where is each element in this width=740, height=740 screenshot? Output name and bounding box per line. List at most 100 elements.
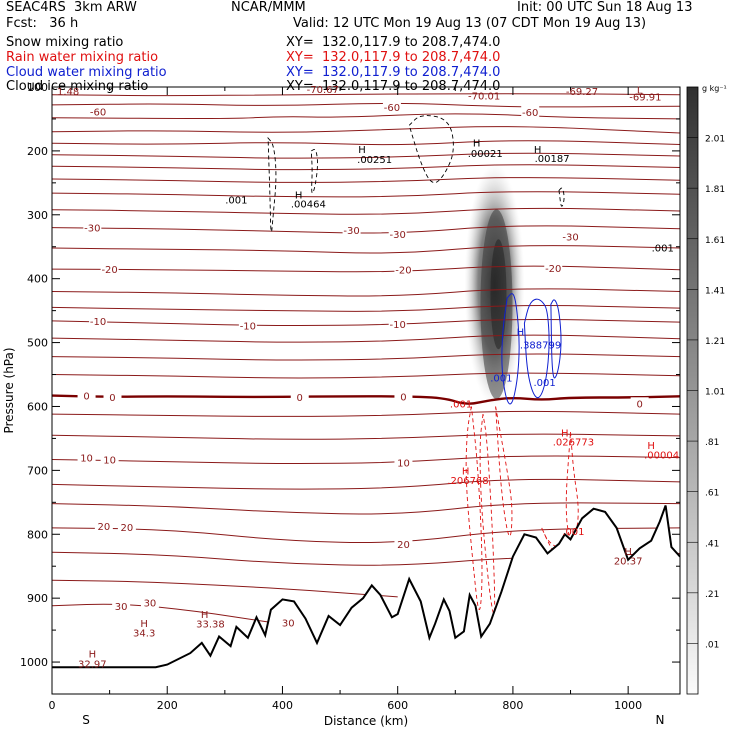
isotherm-label: 10 xyxy=(103,456,116,467)
temperature-extremum-label: H xyxy=(89,650,97,661)
isotherm-line xyxy=(52,502,680,515)
isotherm-label-bg xyxy=(630,397,649,409)
isotherm-label: 20 xyxy=(97,522,110,533)
isotherm-label-bg xyxy=(394,456,413,468)
isotherm-line xyxy=(52,225,680,234)
temperature-extremum-label: L xyxy=(637,86,643,97)
colorbar-level-label: 1.21 xyxy=(705,337,725,347)
isotherm-label: -30 xyxy=(84,224,100,235)
colorbar-level-label: 2.01 xyxy=(705,135,725,145)
init-time: Init: 00 UTC Sun 18 Aug 13 xyxy=(517,0,693,15)
isotherm-label-bg xyxy=(238,319,257,331)
isotherm-line xyxy=(52,140,680,146)
isotherm-line xyxy=(52,102,680,108)
terrain-fill xyxy=(52,505,680,694)
isotherm-label: 0 xyxy=(297,393,303,404)
snow-marker-label: .001 xyxy=(652,243,674,254)
valid-time: Valid: 12 UTC Mon 19 Aug 13 (07 CDT Mon … xyxy=(293,16,647,31)
x-tick-label: 800 xyxy=(502,699,523,712)
isotherm-label: -30 xyxy=(343,226,359,237)
temperature-extremum-label: -70.67 xyxy=(307,85,339,96)
isotherm-line xyxy=(52,319,680,327)
isotherm-line xyxy=(52,433,680,440)
isotherm-line xyxy=(52,372,680,379)
colorbar-level-label: 1.81 xyxy=(705,185,725,195)
isotherm-label: -60 xyxy=(522,108,538,119)
isotherm-label-bg xyxy=(140,596,159,608)
snow-contour xyxy=(267,136,277,233)
y-tick-label: 500 xyxy=(27,337,48,350)
isotherm-label: 0 xyxy=(83,392,89,403)
y-tick-label: 300 xyxy=(27,209,48,222)
isotherm-line xyxy=(52,265,680,273)
snow-contour xyxy=(558,187,565,207)
temperature-extremum-label: H xyxy=(624,547,632,558)
y-top-label: 100 xyxy=(27,81,48,94)
isotherm-label: 20 xyxy=(397,540,410,551)
isotherm-line xyxy=(52,207,680,215)
isotherm-label-bg xyxy=(89,314,108,326)
rain-marker-label: .001 xyxy=(562,527,584,538)
isotherm-label: 30 xyxy=(144,599,157,610)
isotherm-label: -10 xyxy=(240,321,256,332)
isotherm-label: 30 xyxy=(282,618,295,629)
y-tick-label: 900 xyxy=(27,592,48,605)
snow-contour xyxy=(408,115,454,184)
y-axis-label: Pressure (hPa) xyxy=(2,347,16,433)
isotherm-label: 30 xyxy=(115,602,128,613)
isotherm-label-bg xyxy=(77,451,96,463)
isotherm-label-bg xyxy=(388,227,407,239)
isotherm-line xyxy=(52,478,680,490)
temperature-extremum-label: H xyxy=(140,619,148,630)
cloud-water-marker-label: H xyxy=(517,328,525,339)
snow-marker-label: H xyxy=(473,139,481,150)
isotherm-line xyxy=(52,579,398,598)
snow-marker-label: H xyxy=(534,145,542,156)
isotherm-label-bg xyxy=(279,616,298,628)
isotherm-label-bg xyxy=(290,390,309,402)
temperature-extremum-label: 1.48 xyxy=(57,87,79,98)
temperature-extremum-label: -70.01 xyxy=(468,91,500,102)
isotherm-label: 0 xyxy=(109,393,115,404)
isotherm-line xyxy=(52,191,680,198)
isotherm-line xyxy=(52,245,680,254)
y-tick-label: 400 xyxy=(27,273,48,286)
isotherm-label-bg xyxy=(394,537,413,549)
snow-marker-label: .00187 xyxy=(535,154,570,165)
isotherm-line xyxy=(52,410,680,417)
isotherm-label: -20 xyxy=(395,266,411,277)
isotherm-label: -60 xyxy=(90,107,106,118)
rain-marker-label: .00004 xyxy=(644,450,679,461)
x-end-label-north: N xyxy=(656,713,665,727)
colorbar-level-label: .41 xyxy=(705,539,719,549)
isotherm-label: -30 xyxy=(562,233,578,244)
isotherm-line xyxy=(52,334,680,343)
cloud-water-marker-label: .001 xyxy=(490,374,512,385)
isotherm-label-bg xyxy=(83,221,102,233)
isotherm-line xyxy=(52,152,680,159)
isotherm-label: -20 xyxy=(545,264,561,275)
isotherm-label-bg xyxy=(342,224,361,236)
isotherm-line xyxy=(52,126,680,134)
y-tick-label: 600 xyxy=(27,400,48,413)
isotherm-label: -10 xyxy=(390,320,406,331)
isotherm-line xyxy=(52,93,680,97)
rain-contour xyxy=(465,406,483,610)
rain-contour xyxy=(565,431,579,543)
snow-marker-label: .001 xyxy=(225,195,247,206)
cloud-water-contour xyxy=(523,298,550,399)
snow-marker-label: .00251 xyxy=(357,155,392,166)
x-tick-label: 1000 xyxy=(614,699,642,712)
isotherm-label: -30 xyxy=(390,230,406,241)
isotherm-label-bg xyxy=(521,105,540,117)
isotherm-label-bg xyxy=(561,230,580,242)
x-tick-label: 200 xyxy=(157,699,178,712)
isotherm-label: 10 xyxy=(80,454,93,465)
field-label-snow: Snow mixing ratio xyxy=(6,35,124,50)
cloud-water-contour xyxy=(501,293,520,405)
temperature-extremum-label: H xyxy=(201,610,209,621)
x-end-label-south: S xyxy=(82,713,90,727)
colorbar-level-label: 1.41 xyxy=(705,286,725,296)
isotherm-line xyxy=(52,603,271,623)
